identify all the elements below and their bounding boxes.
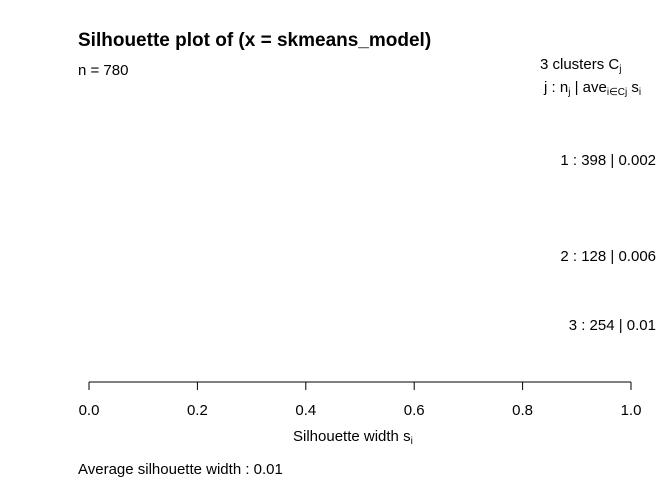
chart-title: Silhouette plot of (x = skmeans_model)	[78, 30, 432, 51]
x-axis-label-subscript: i	[410, 436, 413, 447]
cluster-label-3: 3 : 254 | 0.01	[568, 317, 656, 334]
cluster-label-2: 2 : 128 | 0.006	[560, 248, 656, 265]
legend-sub-part: s	[627, 79, 639, 96]
legend-sub-part: | ave	[570, 79, 607, 96]
legend-header-text: 3 clusters C	[540, 56, 620, 73]
x-axis-label: Silhouette width si	[293, 428, 413, 447]
silhouette-bar-cluster-2	[89, 259, 93, 261]
legend-sub-part: i	[638, 87, 642, 98]
legend-sub-part: j	[568, 87, 571, 98]
legend-subheader: j : nj | avei∈Cj si	[544, 79, 641, 98]
silhouette-bar-cluster-3	[89, 328, 95, 330]
cluster-label-1: 1 : 398 | 0.002	[560, 152, 656, 169]
x-axis-label-text: Silhouette width s	[293, 428, 411, 445]
legend-header: 3 clusters Cj	[540, 56, 621, 75]
x-tick-label: 0.6	[404, 402, 425, 419]
x-tick-label: 1.0	[621, 402, 642, 419]
legend-sub-part: i∈Cj	[606, 87, 628, 98]
x-tick-label: 0.2	[187, 402, 208, 419]
silhouette-bar-cluster-1	[89, 163, 91, 165]
x-axis-ticks: 0.0 0.2 0.4 0.6 0.8 1.0	[79, 382, 642, 419]
x-tick-label: 0.8	[512, 402, 533, 419]
legend-header-subscript: j	[619, 64, 622, 75]
n-count-label: n = 780	[78, 62, 129, 79]
legend-sub-part: j : n	[544, 79, 569, 96]
average-silhouette-width: Average silhouette width : 0.01	[78, 461, 283, 478]
x-tick-label: 0.0	[79, 402, 100, 419]
silhouette-bars	[89, 163, 95, 330]
x-tick-label: 0.4	[295, 402, 316, 419]
